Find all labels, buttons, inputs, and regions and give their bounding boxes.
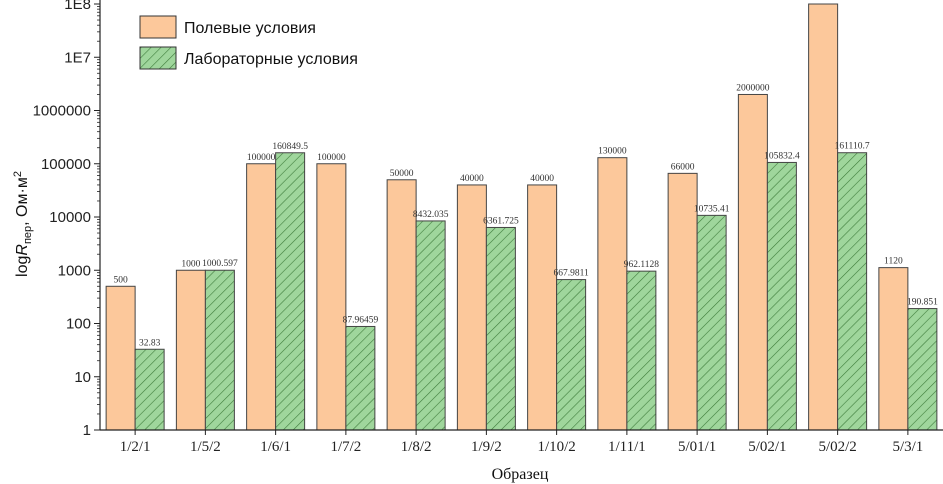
bar-field-1/7/2	[316, 163, 347, 431]
legend-swatch-lab	[139, 46, 177, 70]
y-tick-label: 100000	[41, 156, 91, 173]
svg-text:logRпер, Ом·м2: logRпер, Ом·м2	[12, 171, 34, 277]
y-axis-title-superscript: 2	[12, 171, 24, 177]
y-axis-title-subscript: пер	[22, 226, 34, 244]
x-axis-title: Образец	[492, 466, 549, 483]
data-label-field-1/11/1: 130000	[598, 147, 627, 157]
data-label-lab-1/6/1: 160849.5	[272, 142, 308, 152]
axes-layer: 1/2/1 1/5/2 1/6/1 1/7/2 1/8/2 1/9/2 1/10/2 1/11…	[33, 0, 943, 455]
x-tick-label: 1/5/2	[190, 439, 221, 455]
bar-lab-5/02/1	[766, 161, 797, 431]
x-tick-label: 1/8/2	[401, 439, 432, 455]
bar-field-1/11/1	[597, 157, 628, 431]
bar-lab-5/01/1	[696, 214, 727, 431]
y-axis-title-symbol: R	[14, 244, 31, 256]
bar-lab-5/02/2	[837, 152, 868, 431]
y-axis-title-unit: , Ом·м	[14, 177, 31, 226]
data-label-field-5/02/1: 2000000	[736, 83, 770, 93]
data-label-field-1/5/2: 1000	[181, 259, 200, 269]
data-label-lab-5/3/1: 190.851	[907, 298, 938, 308]
x-tick-label: 1/6/1	[260, 439, 291, 455]
y-tick-label: 1000	[58, 262, 91, 279]
data-label-lab-5/01/1: 10735.41	[694, 204, 730, 214]
legend-label-lab: Лабораторные условия	[184, 51, 358, 68]
data-label-lab-5/02/2: 161110.7	[835, 142, 870, 152]
data-label-lab-1/8/2: 8432.035	[413, 210, 449, 220]
data-label-field-1/10/2: 40000	[530, 174, 554, 184]
bar-field-1/5/2	[175, 269, 206, 431]
y-tick-label: 1E7	[64, 49, 91, 66]
data-label-lab-1/10/2: 667.9811	[553, 269, 589, 279]
x-tick-label: 1/9/2	[471, 439, 502, 455]
bar-field-1/2/1	[105, 285, 136, 431]
bar-lab-1/10/2	[556, 279, 587, 431]
x-tick-label: 1/11/1	[608, 439, 646, 455]
bar-field-5/3/1	[878, 267, 909, 431]
bar-field-5/01/1	[667, 172, 698, 431]
bar-field-1/10/2	[527, 184, 558, 431]
bar-field-1/8/2	[386, 179, 417, 431]
bar-field-1/9/2	[456, 184, 487, 431]
data-label-lab-1/7/2: 87.96459	[343, 315, 379, 325]
data-label-field-1/2/1: 500	[114, 275, 129, 285]
data-label-field-1/9/2: 40000	[460, 174, 484, 184]
data-label-lab-1/5/2: 1000.597	[202, 259, 238, 269]
data-label-lab-5/02/1: 105832.4	[764, 151, 800, 161]
bar-field-5/02/2	[808, 3, 839, 431]
y-tick-label: 1E8	[64, 0, 91, 13]
bar-lab-1/8/2	[415, 220, 446, 431]
y-axis-title-prefix: log	[14, 256, 31, 277]
x-tick-label: 1/2/1	[120, 439, 151, 455]
x-tick-label: 5/01/1	[678, 439, 716, 455]
bar-lab-5/3/1	[907, 308, 938, 431]
bar-field-1/6/1	[246, 163, 277, 431]
bar-lab-1/11/1	[626, 270, 657, 431]
data-label-field-1/6/1: 100000	[247, 153, 276, 163]
data-label-field-5/3/1: 1120	[884, 257, 903, 267]
y-tick-label: 100	[66, 316, 91, 333]
legend-label-field: Полевые условия	[184, 20, 316, 37]
bar-lab-1/5/2	[204, 269, 235, 431]
x-tick-label: 1/7/2	[330, 439, 361, 455]
data-label-field-5/01/1: 66000	[671, 162, 695, 172]
bars-layer	[105, 3, 938, 431]
data-label-field-1/7/2: 100000	[317, 153, 346, 163]
bar-field-5/02/1	[737, 93, 768, 431]
data-label-lab-1/9/2: 6361.725	[483, 216, 519, 226]
y-tick-label: 10	[74, 369, 91, 386]
x-tick-label: 5/02/1	[748, 439, 786, 455]
y-tick-label: 10000	[49, 209, 91, 226]
bar-lab-1/9/2	[485, 226, 516, 431]
y-tick-label: 1	[83, 422, 91, 439]
x-tick-label: 1/10/2	[537, 439, 575, 455]
x-tick-label: 5/02/2	[818, 439, 856, 455]
legend-swatch-field	[139, 15, 177, 39]
bar-lab-1/7/2	[345, 325, 376, 431]
y-tick-label: 1000000	[33, 103, 91, 120]
y-axis-title: logRпер, Ом·м2	[12, 171, 34, 277]
data-label-lab-1/2/1: 32.83	[139, 338, 161, 348]
bar-lab-1/2/1	[134, 348, 165, 431]
data-label-field-1/8/2: 50000	[390, 169, 414, 179]
x-tick-label: 5/3/1	[892, 439, 923, 455]
bar-lab-1/6/1	[275, 152, 306, 431]
data-label-lab-1/11/1: 962.1128	[624, 260, 660, 270]
legend: Полевые условия Лабораторные условия	[139, 15, 358, 70]
